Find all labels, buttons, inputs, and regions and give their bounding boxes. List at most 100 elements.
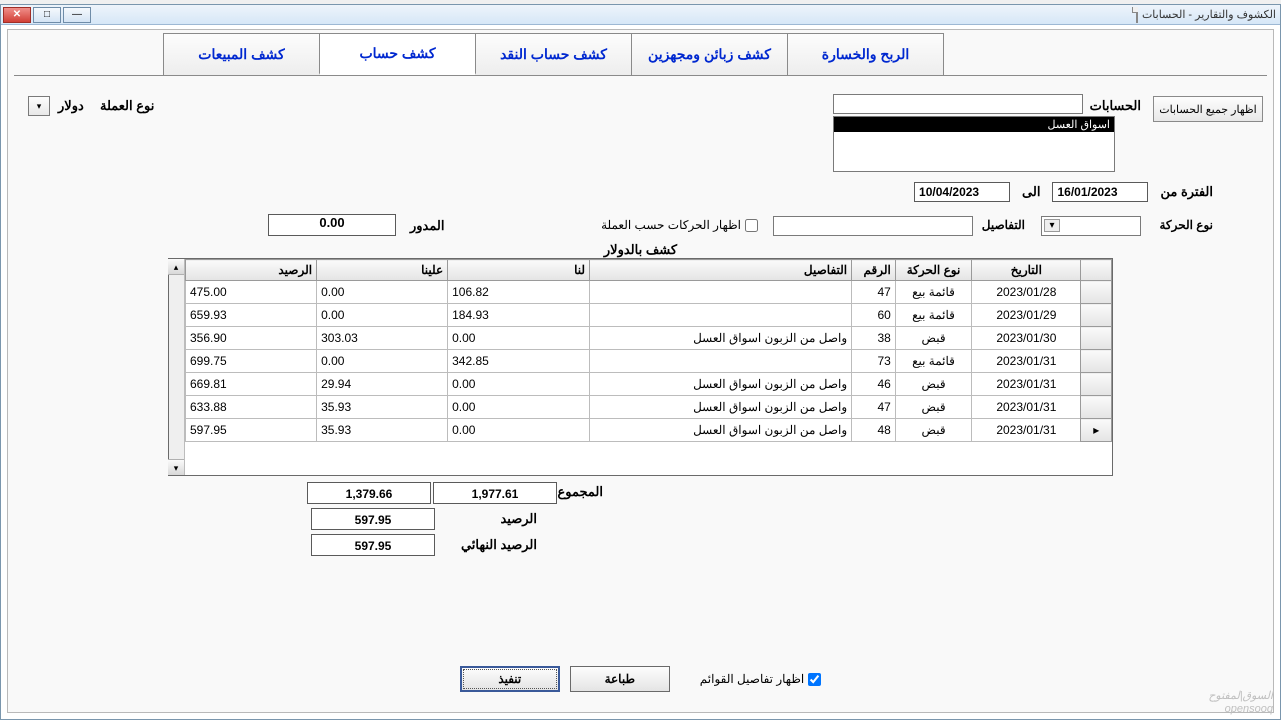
row-marker — [1081, 304, 1112, 327]
period-from-label: الفترة من — [1160, 184, 1213, 200]
date-from-input[interactable] — [1052, 182, 1148, 202]
tab-account[interactable]: كشف حساب — [319, 33, 476, 75]
cell-debit: 342.85 — [448, 350, 590, 373]
tab-cash[interactable]: كشف حساب النقد — [475, 33, 632, 75]
accounts-listbox[interactable]: اسواق العسل — [833, 116, 1115, 172]
close-button[interactable]: ✕ — [3, 7, 31, 23]
cell-date: 2023/01/31 — [972, 419, 1081, 442]
col-type[interactable]: نوع الحركة — [895, 260, 971, 281]
currency-dropdown[interactable]: ▾ — [28, 96, 50, 116]
accounts-input[interactable] — [833, 94, 1083, 114]
cell-details: واصل من الزبون اسواق العسل — [590, 327, 852, 350]
document-icon — [1136, 7, 1138, 23]
accounts-selected-item[interactable]: اسواق العسل — [834, 117, 1114, 132]
cell-details: واصل من الزبون اسواق العسل — [590, 373, 852, 396]
cell-type: قبض — [895, 373, 971, 396]
sum-credit: 1,379.66 — [307, 482, 431, 504]
cell-details — [590, 304, 852, 327]
cell-type: قبض — [895, 419, 971, 442]
movement-type-dropdown[interactable] — [1041, 216, 1141, 236]
accounts-label: الحسابات — [1090, 98, 1141, 114]
cell-credit: 35.93 — [317, 419, 448, 442]
cell-balance: 669.81 — [186, 373, 317, 396]
table-row[interactable]: 2023/01/31قبض46واصل من الزبون اسواق العس… — [186, 373, 1112, 396]
cell-debit: 0.00 — [448, 419, 590, 442]
print-button[interactable]: طباعة — [570, 666, 670, 692]
cell-details — [590, 350, 852, 373]
cell-date: 2023/01/31 — [972, 373, 1081, 396]
maximize-button[interactable]: □ — [33, 7, 61, 23]
table-row[interactable]: 2023/01/29قائمة بيع60184.930.00659.93 — [186, 304, 1112, 327]
tab-sales[interactable]: كشف المبيعات — [163, 33, 320, 75]
tab-profit[interactable]: الربح والخسارة — [787, 33, 944, 75]
details-label: التفاصيل — [982, 218, 1025, 232]
app-window: ✕ □ — الكشوف والتقارير - الحسابات كشف ال… — [0, 4, 1281, 720]
scroll-up-button[interactable]: ▴ — [168, 259, 184, 275]
tab-underline — [14, 75, 1267, 76]
final-balance-value: 597.95 — [311, 534, 435, 556]
show-list-details-checkbox[interactable]: اظهار تفاصيل القوائم — [700, 672, 821, 686]
window-title: الكشوف والتقارير - الحسابات — [1142, 8, 1276, 21]
table-row[interactable]: 2023/01/31قبض47واصل من الزبون اسواق العس… — [186, 396, 1112, 419]
col-details[interactable]: التفاصيل — [590, 260, 852, 281]
cell-debit: 106.82 — [448, 281, 590, 304]
date-row: الفترة من الى — [914, 182, 1213, 202]
cell-debit: 0.00 — [448, 373, 590, 396]
date-to-input[interactable] — [914, 182, 1010, 202]
table-row[interactable]: 2023/01/28قائمة بيع47106.820.00475.00 — [186, 281, 1112, 304]
minimize-button[interactable]: — — [63, 7, 91, 23]
table-row[interactable]: 2023/01/30قبض38واصل من الزبون اسواق العس… — [186, 327, 1112, 350]
cell-type: قبض — [895, 327, 971, 350]
movement-type-label: نوع الحركة — [1159, 218, 1213, 232]
filter-row: نوع الحركة التفاصيل اظهار الحركات حسب ال… — [18, 214, 1213, 242]
show-by-currency-input[interactable] — [745, 219, 758, 232]
cell-balance: 475.00 — [186, 281, 317, 304]
table-row[interactable]: 2023/01/31قائمة بيع73342.850.00699.75 — [186, 350, 1112, 373]
cell-no: 48 — [852, 419, 896, 442]
execute-button[interactable]: تنفيذ — [460, 666, 560, 692]
cell-credit: 0.00 — [317, 350, 448, 373]
col-date[interactable]: التاريخ — [972, 260, 1081, 281]
tab-customers[interactable]: كشف زبائن ومجهزين — [631, 33, 788, 75]
cell-no: 47 — [852, 396, 896, 419]
cell-no: 38 — [852, 327, 896, 350]
sum-debit: 1,977.61 — [433, 482, 557, 504]
cell-balance: 597.95 — [186, 419, 317, 442]
cell-no: 73 — [852, 350, 896, 373]
cell-date: 2023/01/31 — [972, 350, 1081, 373]
row-marker: ▸ — [1081, 419, 1112, 442]
col-credit[interactable]: علينا — [317, 260, 448, 281]
cell-type: قائمة بيع — [895, 281, 971, 304]
titlebar: ✕ □ — الكشوف والتقارير - الحسابات — [1, 5, 1280, 25]
col-marker — [1081, 260, 1112, 281]
col-balance[interactable]: الرصيد — [186, 260, 317, 281]
balance-value: 597.95 — [311, 508, 435, 530]
col-debit[interactable]: لنا — [448, 260, 590, 281]
show-by-currency-label: اظهار الحركات حسب العملة — [601, 218, 741, 232]
vertical-scrollbar[interactable]: ▴ ▾ — [169, 259, 185, 475]
col-no[interactable]: الرقم — [852, 260, 896, 281]
show-by-currency-checkbox[interactable]: اظهار الحركات حسب العملة — [601, 218, 758, 232]
cell-date: 2023/01/28 — [972, 281, 1081, 304]
row-marker — [1081, 396, 1112, 419]
cell-credit: 0.00 — [317, 281, 448, 304]
cell-details — [590, 281, 852, 304]
final-balance-label: الرصيد النهائي — [443, 537, 543, 553]
cell-balance: 633.88 — [186, 396, 317, 419]
to-label: الى — [1022, 184, 1040, 200]
carried-value: 0.00 — [268, 214, 396, 236]
show-list-details-input[interactable] — [808, 673, 821, 686]
scroll-down-button[interactable]: ▾ — [168, 459, 184, 475]
cell-no: 46 — [852, 373, 896, 396]
tabs: كشف المبيعات كشف حساب كشف حساب النقد كشف… — [163, 33, 943, 75]
cell-date: 2023/01/31 — [972, 396, 1081, 419]
data-grid[interactable]: ▴ ▾ التاريخ نوع الحركة الرقم التفاصيل لن… — [168, 258, 1113, 476]
cell-no: 60 — [852, 304, 896, 327]
cell-type: قائمة بيع — [895, 350, 971, 373]
show-all-accounts-button[interactable]: اظهار جميع الحسابات — [1153, 96, 1263, 122]
details-input[interactable] — [773, 216, 973, 236]
table-row[interactable]: ▸2023/01/31قبض48واصل من الزبون اسواق الع… — [186, 419, 1112, 442]
show-list-details-label: اظهار تفاصيل القوائم — [700, 672, 804, 686]
currency-type-label: نوع العملة — [100, 98, 154, 114]
cell-balance: 659.93 — [186, 304, 317, 327]
